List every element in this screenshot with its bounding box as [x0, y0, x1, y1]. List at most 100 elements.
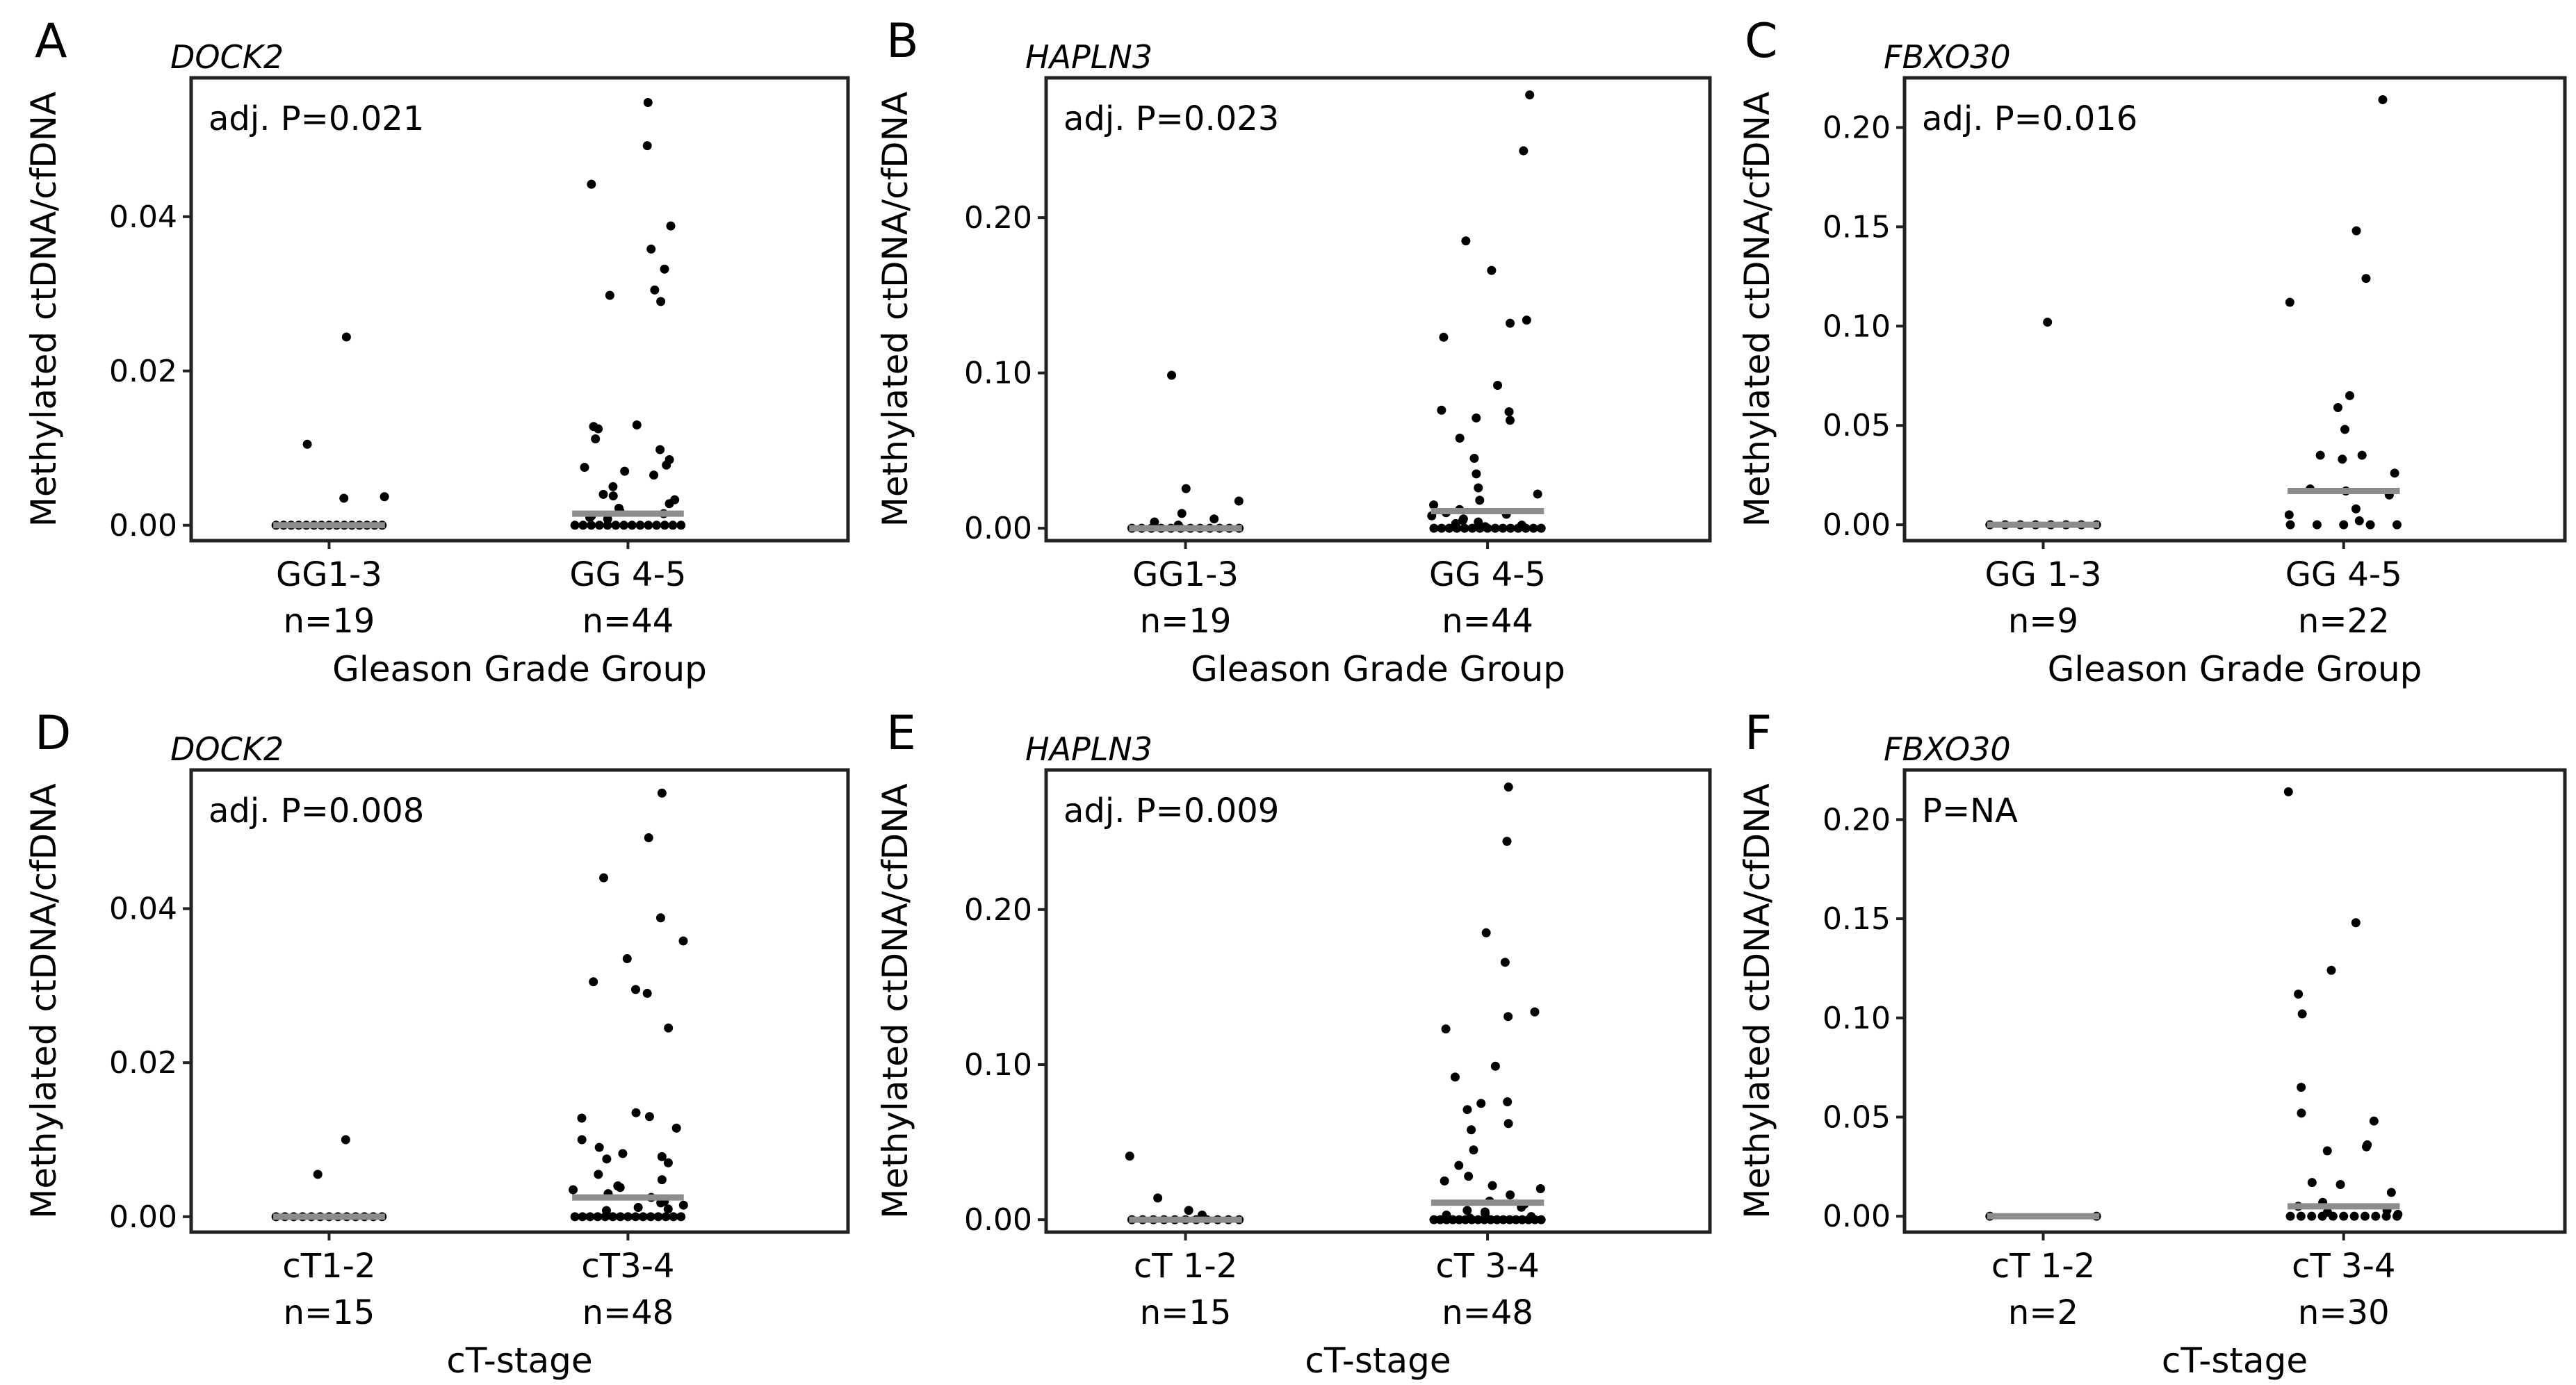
data-point — [638, 1212, 648, 1222]
x-n-label: n=19 — [284, 602, 375, 641]
data-point — [1493, 381, 1503, 391]
data-point — [627, 521, 637, 530]
data-point — [646, 244, 656, 254]
data-point — [380, 492, 389, 502]
x-category-label: GG 4-5 — [569, 555, 686, 594]
data-point — [630, 1212, 640, 1222]
data-point — [570, 1212, 580, 1222]
data-point — [1455, 433, 1465, 443]
data-point — [2283, 787, 2293, 796]
data-point — [605, 290, 614, 300]
data-point — [1184, 1206, 1193, 1215]
data-point — [668, 521, 678, 530]
data-point — [1476, 1099, 1486, 1108]
data-point — [653, 1212, 663, 1222]
data-point — [594, 424, 603, 434]
data-point — [665, 499, 674, 509]
data-point — [2296, 1211, 2306, 1221]
data-point — [657, 788, 667, 798]
data-point — [623, 1212, 633, 1222]
x-n-label: n=44 — [1442, 602, 1533, 641]
y-tick-label: 0.20 — [964, 892, 1032, 928]
data-point — [678, 936, 688, 946]
data-point — [608, 491, 618, 501]
data-point — [2361, 1142, 2371, 1152]
data-point — [2284, 510, 2294, 520]
data-point — [1519, 146, 1529, 156]
data-point — [599, 873, 609, 883]
data-point — [2354, 516, 2364, 525]
data-point — [1472, 469, 1481, 479]
data-point — [611, 521, 621, 530]
data-point — [1536, 523, 1546, 533]
data-point — [587, 179, 596, 189]
data-point — [656, 1198, 666, 1208]
data-point — [1530, 1007, 1540, 1017]
panel-letter: F — [1745, 706, 1772, 761]
y-tick-label: 0.10 — [1823, 1001, 1891, 1036]
data-point — [2340, 425, 2350, 434]
data-point — [2312, 520, 2322, 530]
data-point — [1429, 1215, 1439, 1224]
data-point — [1125, 1152, 1134, 1161]
data-point — [649, 470, 659, 480]
x-category-label: GG 1-3 — [1984, 555, 2101, 594]
y-axis-label: Methylated ctDNA/cfDNA — [875, 92, 915, 527]
x-n-label: n=15 — [284, 1293, 375, 1332]
data-point — [2317, 1211, 2327, 1221]
data-point — [1492, 1215, 1502, 1224]
data-point — [1487, 265, 1497, 275]
data-point — [2326, 965, 2336, 975]
data-point — [1500, 958, 1510, 967]
data-point — [593, 1212, 603, 1222]
data-point — [1469, 454, 1479, 464]
plot-frame — [189, 768, 850, 1234]
data-point — [643, 98, 653, 108]
data-point — [2357, 450, 2367, 460]
x-n-label: n=15 — [1140, 1293, 1232, 1332]
panel-letter: B — [886, 14, 919, 69]
data-point — [594, 1142, 604, 1152]
panel-c: C FBXO30 adj. P=0.016 0.00 0.05 0.10 0.15 0.20 M… — [1737, 14, 2567, 689]
data-point — [2369, 1116, 2379, 1126]
y-axis-label: Methylated ctDNA/cfDNA — [24, 783, 64, 1219]
x-n-label: n=22 — [2298, 602, 2390, 641]
x-category-label: cT 1-2 — [1134, 1247, 1237, 1286]
data-point — [1490, 523, 1500, 533]
data-point — [644, 833, 653, 843]
data-point — [608, 482, 618, 491]
x-category-label: GG1-3 — [1132, 555, 1239, 594]
data-point — [339, 493, 349, 503]
plot-frame — [1902, 76, 2567, 543]
data-point — [570, 521, 580, 530]
data-point — [644, 1112, 654, 1122]
data-point — [601, 1212, 610, 1222]
data-point — [1209, 514, 1219, 524]
panel-letter: A — [35, 14, 67, 69]
data-point — [1503, 1012, 1513, 1022]
y-tick-label: 0.10 — [964, 356, 1032, 391]
data-point — [1462, 1206, 1472, 1215]
data-point — [660, 521, 669, 530]
data-point — [2365, 520, 2375, 530]
data-point — [2345, 391, 2354, 400]
data-point — [1481, 928, 1491, 937]
data-point — [2390, 468, 2399, 478]
data-point — [619, 521, 629, 530]
data-point — [1506, 318, 1515, 328]
data-point — [678, 1200, 688, 1210]
data-point — [1450, 1072, 1460, 1082]
panel-b: B HAPLN3 adj. P=0.023 0.00 0.10 0.20 Methylate… — [875, 14, 1712, 689]
data-point — [585, 1212, 595, 1222]
data-point — [1486, 1215, 1496, 1224]
data-point — [341, 1135, 350, 1145]
gene-title: DOCK2 — [170, 38, 284, 76]
y-axis-label: Methylated ctDNA/cfDNA — [1737, 92, 1777, 527]
data-point — [1460, 1215, 1470, 1224]
data-point — [620, 466, 630, 476]
data-point — [633, 1203, 643, 1213]
y-tick-label: 0.04 — [109, 892, 177, 927]
data-point — [1475, 495, 1485, 505]
data-point — [1444, 523, 1454, 533]
x-n-label: n=2 — [2008, 1293, 2078, 1332]
